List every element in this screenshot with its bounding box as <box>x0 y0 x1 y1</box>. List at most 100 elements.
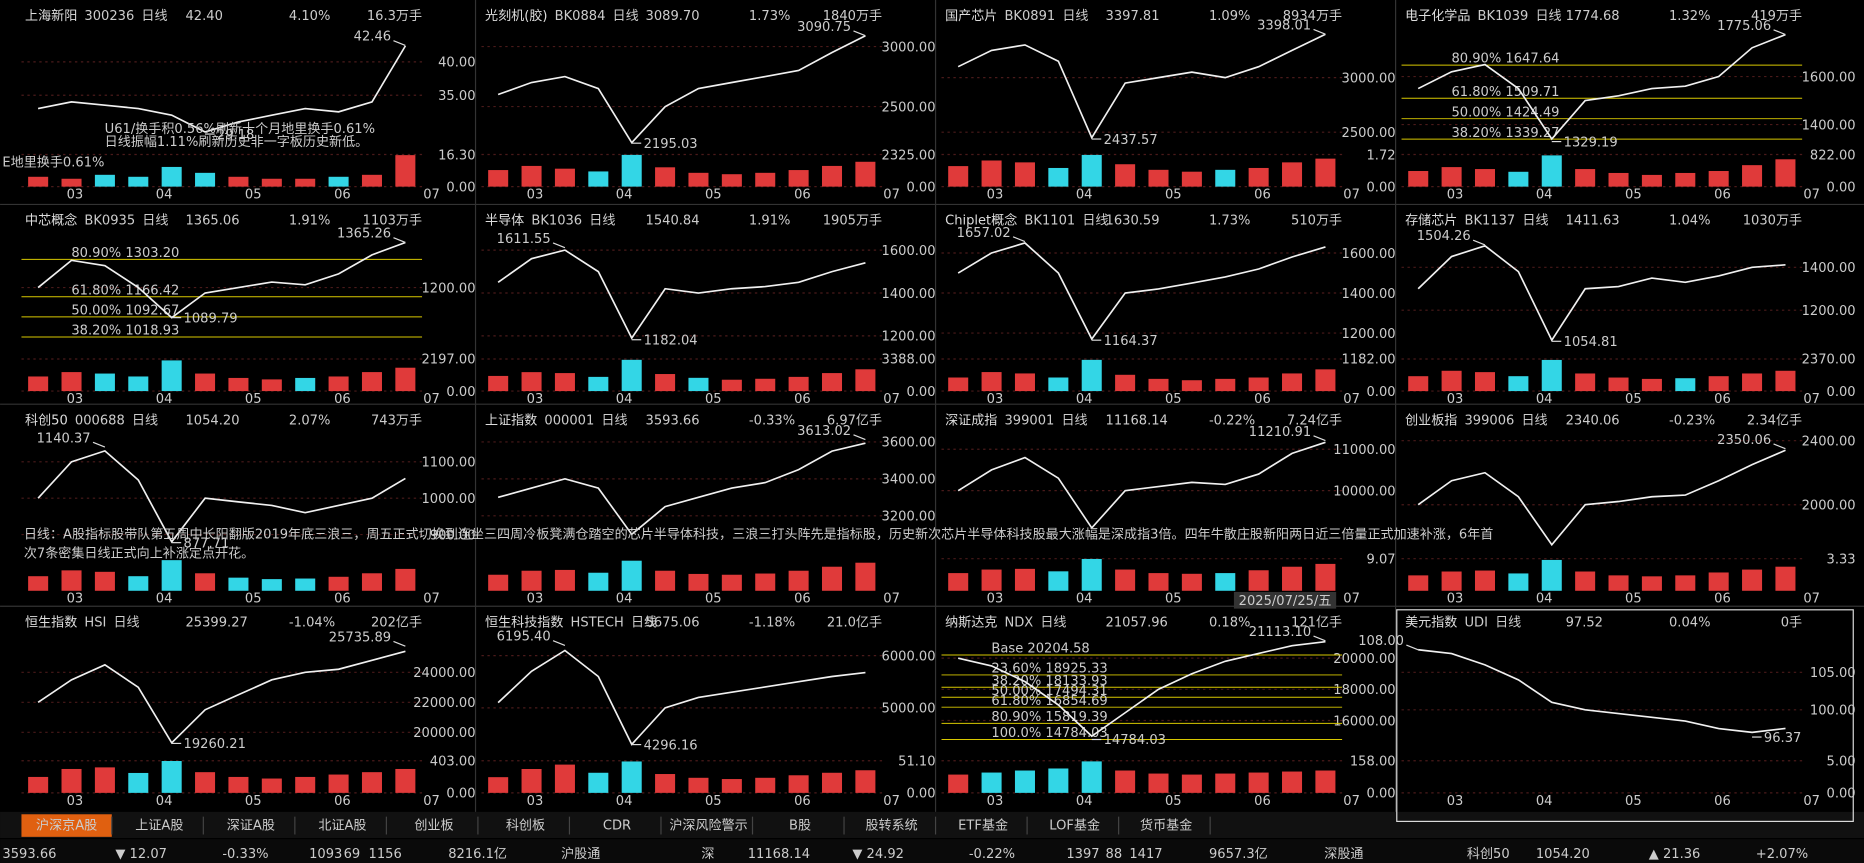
volume-bar <box>981 569 1002 591</box>
x-tick-label: 06 <box>334 392 351 407</box>
fib-label: 38.20% 18133.93 <box>991 674 1107 689</box>
volume-tick-label: 0.00 <box>1827 787 1856 802</box>
tab[interactable]: 科创板 <box>506 819 545 834</box>
status-item: 1054.20 <box>1536 847 1590 862</box>
volume-tick-label: 1182.00 <box>1342 353 1396 368</box>
volume-bar <box>1775 370 1796 392</box>
high-marker <box>92 441 106 448</box>
fib-label: Base 20204.58 <box>991 642 1089 657</box>
symbol-name: 中芯概念 <box>25 213 77 229</box>
volume-bar <box>94 373 115 392</box>
y-tick-label: 1200.00 <box>882 330 936 345</box>
tab[interactable]: LOF基金 <box>1049 818 1100 834</box>
price: 1365.06 <box>185 214 239 229</box>
y-tick-label: 1400.00 <box>1342 287 1396 302</box>
panel-header[interactable]: 半导体 BK1036 日线 <box>485 214 615 229</box>
x-tick-label: 04 <box>1076 592 1093 607</box>
volume-bar <box>1148 773 1169 793</box>
status-item: 1397 <box>1066 847 1099 862</box>
status-item: -0.22% <box>969 847 1015 862</box>
high-label: 42.46 <box>354 30 391 45</box>
symbol-code: 399001 <box>1004 413 1054 428</box>
volume-tick-label: 1.72 <box>1367 148 1396 163</box>
x-tick-label: 03 <box>527 794 544 809</box>
high-label: 1365.26 <box>337 227 391 242</box>
volume-tick-label: 822.00 <box>1810 148 1856 163</box>
change: 1.73% <box>749 9 791 24</box>
panel-header[interactable]: 上证指数 000001 日线 <box>485 413 628 428</box>
tab[interactable]: 沪深京A股 <box>36 818 97 834</box>
y-tick-label: 1600.00 <box>1342 247 1396 262</box>
volume-tick-label: 0.00 <box>906 180 935 195</box>
panel-header[interactable]: Chiplet概念 BK1101 日线 <box>945 213 1108 229</box>
x-tick-label: 05 <box>245 392 262 407</box>
tab[interactable]: 上证A股 <box>135 819 183 834</box>
x-tick-label: 05 <box>1165 794 1182 809</box>
panel-header[interactable]: 恒生指数 HSI 日线 <box>25 615 140 630</box>
volume-bar <box>855 161 876 187</box>
volume-bar <box>1508 573 1529 591</box>
price: 1540.84 <box>646 214 700 229</box>
status-item: 3593.66 <box>2 847 56 862</box>
high-marker <box>853 30 866 37</box>
price: 2340.06 <box>1566 413 1620 428</box>
panel-header[interactable]: 存储芯片 BK1137 日线 <box>1405 214 1548 229</box>
volume-bar <box>788 170 809 187</box>
volume-bar <box>195 573 216 591</box>
panel-header[interactable]: 纳斯达克 NDX 日线 <box>945 615 1066 630</box>
panel-header[interactable]: 美元指数 UDI 日线 <box>1405 615 1521 630</box>
volume-tick-label: 2325.00 <box>882 148 936 163</box>
panel-header[interactable]: 恒生科技指数 HSTECH 日线 <box>485 615 657 630</box>
volume-bar <box>295 776 316 793</box>
volume-bar <box>1441 167 1462 187</box>
active-tab <box>21 814 112 837</box>
panel-header[interactable]: 电子化学品 BK1039 日线 <box>1405 8 1561 24</box>
status-item: 9657.3亿 <box>1209 847 1268 862</box>
volume-tick-label: 2370.00 <box>1802 353 1856 368</box>
volume-unit: 16.3万手 <box>367 9 422 24</box>
tab[interactable]: 创业板 <box>414 819 453 834</box>
period: 日线 <box>613 9 639 24</box>
volume-bar <box>94 174 115 187</box>
tab[interactable]: 深证A股 <box>227 819 275 834</box>
high-marker <box>1406 644 1419 651</box>
fib-label: 80.90% 1647.64 <box>1451 52 1559 67</box>
x-tick-label: 03 <box>1447 592 1464 607</box>
volume-bar <box>361 174 382 187</box>
volume-tick-label: 0.00 <box>1367 787 1396 802</box>
panel-header[interactable]: 深证成指 399001 日线 <box>945 413 1088 428</box>
panel-header[interactable]: 国产芯片 BK0891 日线 <box>945 9 1088 24</box>
high-marker <box>1313 435 1326 442</box>
volume-bar <box>1181 774 1202 793</box>
tab[interactable]: 北证A股 <box>318 819 366 834</box>
tab[interactable]: 沪深风险警示 <box>669 818 747 834</box>
tab[interactable]: ETF基金 <box>958 818 1008 834</box>
x-tick-label: 04 <box>1076 392 1093 407</box>
panel-header[interactable]: 上海新阳 300236 日线 <box>25 8 168 24</box>
tab[interactable]: CDR <box>603 819 631 834</box>
period: 日线 <box>1061 413 1087 428</box>
volume-bar <box>1148 169 1169 187</box>
x-tick-label: 03 <box>67 794 84 809</box>
volume-unit: 121亿手 <box>1291 615 1342 630</box>
change: 1.32% <box>1669 9 1711 24</box>
panel-header[interactable]: 创业板指 399006 日线 <box>1405 413 1548 428</box>
panel-header[interactable]: 中芯概念 BK0935 日线 <box>25 213 168 229</box>
volume-bar <box>1248 167 1269 187</box>
volume-bar <box>61 768 82 793</box>
tab[interactable]: 货币基金 <box>1140 818 1192 834</box>
price-line <box>957 640 1326 738</box>
tab[interactable]: B股 <box>789 819 811 834</box>
price-line <box>1418 648 1786 734</box>
x-tick-label: 06 <box>334 794 351 809</box>
symbol-code: BK1137 <box>1464 214 1515 229</box>
volume-bar <box>61 178 82 187</box>
volume-bar <box>1282 162 1303 187</box>
tab[interactable]: 股转系统 <box>865 819 917 834</box>
panel-header[interactable]: 光刻机(胶) BK0884 日线 <box>485 8 639 24</box>
period: 日线 <box>589 214 615 229</box>
volume-bar <box>1441 571 1462 591</box>
x-tick-label: 07 <box>883 794 900 809</box>
panel-header[interactable]: 科创50 000688 日线 <box>25 413 158 428</box>
